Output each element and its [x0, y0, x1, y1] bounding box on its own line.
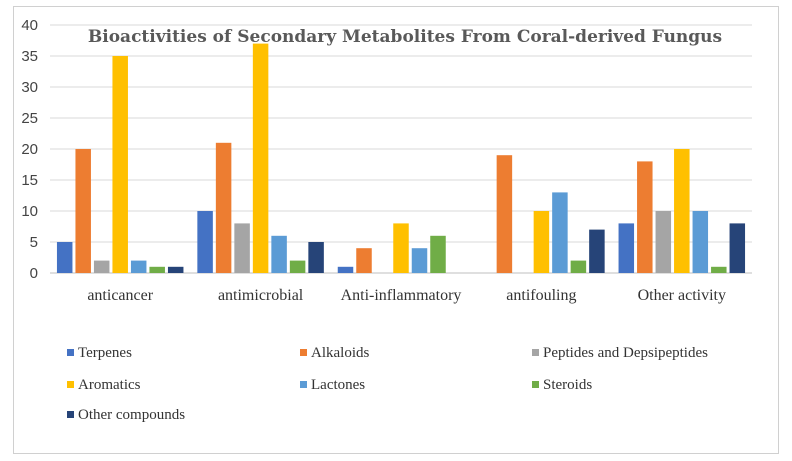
legend-label: Alkaloids	[311, 345, 369, 361]
bar-aromatics-anti-inflammatory	[393, 223, 409, 273]
bar-steroids-anti-inflammatory	[430, 235, 446, 273]
bar-steroids-other-activity	[711, 266, 727, 273]
bar-aromatics-antimicrobial	[252, 43, 269, 273]
bar-alkaloids-anticancer	[75, 149, 91, 273]
x-tick-label: anticancer	[87, 287, 153, 304]
bar-aromatics-antifouling	[533, 211, 550, 273]
bar-steroids-antifouling	[570, 260, 587, 273]
bar-terpenes-other-activity	[618, 223, 635, 273]
legend-swatch	[532, 349, 539, 356]
x-tick-label: antimicrobial	[218, 287, 304, 304]
legend-label: Aromatics	[78, 377, 141, 393]
y-tick-label: 35	[21, 48, 38, 65]
bar-steroids-anticancer	[149, 266, 165, 273]
bar-alkaloids-antimicrobial	[215, 142, 232, 273]
bar-lactones-anticancer	[130, 260, 147, 273]
legend-label: Lactones	[311, 377, 365, 393]
chart-title: Bioactivities of Secondary Metabolites F…	[88, 27, 722, 47]
legend-item: Steroids	[532, 377, 592, 393]
bar-peptides-and-depsipeptides-anticancer	[93, 260, 110, 273]
legend-swatch	[532, 381, 539, 388]
bar-peptides-and-depsipeptides-antimicrobial	[234, 223, 250, 273]
bar-lactones-other-activity	[692, 211, 709, 273]
legend-swatch	[300, 381, 307, 388]
y-tick-label: 25	[21, 110, 38, 127]
y-tick-label: 10	[21, 203, 38, 220]
legend-label: Peptides and Depsipeptides	[543, 345, 708, 361]
legend-swatch	[300, 349, 307, 356]
y-tick-label: 20	[21, 141, 38, 158]
bar-other-compounds-antimicrobial	[308, 242, 324, 273]
chart-frame	[13, 6, 779, 454]
x-tick-label: Other activity	[638, 287, 726, 304]
bar-lactones-antifouling	[552, 192, 568, 273]
bar-aromatics-anticancer	[112, 56, 128, 273]
bar-lactones-anti-inflammatory	[411, 248, 428, 273]
bar-steroids-antimicrobial	[289, 260, 306, 273]
bar-lactones-antimicrobial	[271, 235, 287, 273]
bar-other-compounds-other-activity	[729, 223, 746, 273]
bar-terpenes-anticancer	[56, 242, 73, 273]
legend-swatch	[67, 411, 74, 418]
legend-item: Peptides and Depsipeptides	[532, 345, 708, 361]
bar-alkaloids-anti-inflammatory	[356, 248, 372, 273]
bar-terpenes-anti-inflammatory	[337, 266, 354, 273]
legend-item: Alkaloids	[300, 345, 369, 361]
y-tick-label: 30	[21, 79, 38, 96]
legend-swatch	[67, 349, 74, 356]
bar-other-compounds-antifouling	[589, 229, 605, 273]
bar-aromatics-other-activity	[674, 149, 690, 273]
legend-label: Steroids	[543, 377, 592, 393]
bar-alkaloids-other-activity	[637, 161, 653, 273]
bar-alkaloids-antifouling	[496, 155, 513, 273]
legend-item: Lactones	[300, 377, 365, 393]
legend-label: Other compounds	[78, 407, 185, 423]
y-tick-label: 0	[30, 265, 38, 282]
bar-other-compounds-anticancer	[167, 266, 184, 273]
legend-label: Terpenes	[78, 345, 132, 361]
legend-swatch	[67, 381, 74, 388]
y-tick-label: 40	[21, 17, 38, 34]
y-tick-label: 15	[21, 172, 38, 189]
x-tick-label: antifouling	[506, 287, 576, 304]
bar-terpenes-antimicrobial	[197, 211, 213, 273]
bar-peptides-and-depsipeptides-other-activity	[655, 211, 672, 273]
x-tick-label: Anti-inflammatory	[341, 287, 462, 304]
legend-item: Aromatics	[67, 377, 141, 393]
y-tick-label: 5	[30, 234, 38, 251]
legend-item: Terpenes	[67, 345, 132, 361]
legend-item: Other compounds	[67, 407, 185, 423]
